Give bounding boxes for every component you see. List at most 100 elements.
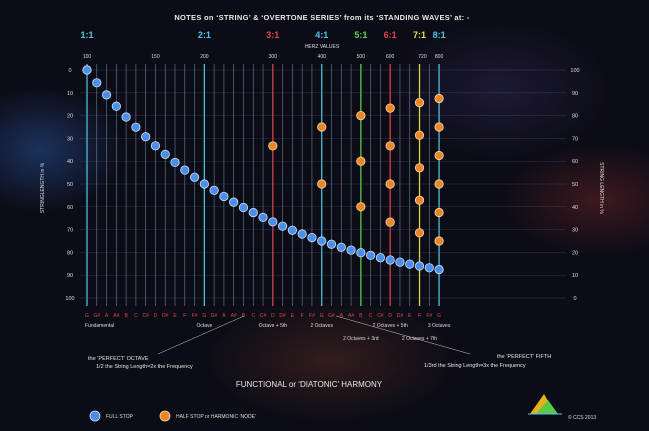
legend: FULL STOP HALF STOP or HARMONIC ‘NODE’	[89, 410, 256, 422]
full-stop-point	[395, 257, 405, 267]
half-stop-node	[434, 179, 444, 189]
y-tick-left: 90	[67, 273, 73, 279]
interval-label: 2 Octaves + 7th	[402, 336, 437, 342]
half-stop-node	[268, 141, 278, 151]
half-stop-node	[434, 207, 444, 218]
note-label: G#	[328, 313, 335, 319]
note-label: D	[388, 313, 392, 319]
hz-tick-label: 500	[357, 54, 366, 60]
full-stop-point	[101, 90, 112, 100]
y-tick-left: 30	[67, 136, 73, 142]
full-stop-point	[287, 225, 297, 235]
note-label: C	[134, 313, 138, 319]
full-stop-point	[336, 242, 346, 252]
y-tick-left: 10	[67, 91, 73, 97]
full-stop-point	[346, 245, 356, 255]
full-stop-point	[268, 217, 278, 227]
half-stop-node	[414, 98, 425, 108]
note-label: D#	[162, 313, 169, 319]
note-label: G	[437, 313, 441, 319]
full-stop-point	[405, 259, 415, 269]
note-label: F	[418, 313, 421, 319]
logo-icon	[528, 394, 562, 415]
note-label: D#	[397, 313, 404, 319]
ratio-label: 3:1	[266, 30, 279, 40]
interval-label: Octave	[196, 323, 212, 329]
y-tick-right: 40	[572, 205, 578, 211]
hz-tick-label: 600	[386, 54, 395, 60]
note-label: E	[291, 313, 295, 319]
full-stop-point	[160, 149, 170, 159]
note-label: C#	[377, 313, 384, 319]
note-label: G#	[93, 313, 100, 319]
note-label: G#	[211, 313, 218, 319]
y-axis-label-right: STRING LENGTH in %	[598, 162, 604, 214]
note-label: B	[124, 313, 128, 319]
y-tick-right: 90	[572, 91, 578, 97]
footer-title: FUNCTIONAL or ‘DIATONIC’ HARMONY	[236, 380, 383, 389]
note-label: C	[251, 313, 255, 319]
full-stop-point	[317, 236, 327, 246]
y-tick-left: 100	[65, 296, 74, 302]
half-stop-node	[414, 130, 425, 140]
full-stop-point	[209, 185, 219, 195]
full-stop-point	[111, 101, 121, 111]
y-tick-right: 100	[570, 68, 579, 74]
half-stop-node	[385, 141, 395, 151]
y-tick-left: 40	[67, 159, 73, 165]
full-stop-point	[121, 112, 131, 122]
note-label: A	[222, 313, 226, 319]
full-stop-point	[219, 191, 229, 202]
full-stop-point	[248, 207, 258, 218]
full-stop-point	[414, 261, 425, 271]
full-stop-point	[307, 233, 317, 243]
half-stop-node	[317, 122, 327, 132]
note-label: F	[183, 313, 186, 319]
hz-tick-label: 150	[151, 54, 160, 60]
ratio-label: 7:1	[413, 30, 426, 40]
half-stop-node	[414, 228, 425, 238]
half-stop-node	[356, 111, 366, 121]
full-stop-point	[366, 250, 376, 260]
interval-label: 2 Octaves	[310, 323, 333, 329]
note-label: G	[85, 313, 89, 319]
y-tick-right: 20	[572, 250, 578, 256]
y-tick-left: 0	[68, 68, 71, 74]
y-tick-right: 60	[572, 159, 578, 165]
y-tick-right: 0	[573, 296, 576, 302]
hz-tick-label: 100	[83, 54, 92, 60]
note-label: G	[320, 313, 324, 319]
y-tick-right: 50	[572, 182, 578, 188]
note-label: F#	[192, 313, 198, 319]
full-stop-point	[238, 202, 249, 213]
full-stop-point	[92, 78, 102, 88]
full-stop-point	[150, 141, 161, 151]
note-label: F#	[426, 313, 432, 319]
interval-label: Octave + 5th	[259, 323, 288, 329]
y-axis-label-left: STRINGLENGTH in %	[40, 162, 46, 213]
full-stop-point	[170, 157, 180, 168]
full-stop-point	[180, 165, 190, 175]
y-tick-right: 80	[572, 114, 578, 120]
half-stop-node	[434, 122, 444, 132]
octave-pointer-line	[157, 315, 245, 355]
full-stop-point	[82, 65, 92, 75]
note-label: G	[202, 313, 206, 319]
y-tick-right: 10	[572, 273, 578, 279]
half-stop-node	[434, 150, 444, 161]
half-stop-node	[385, 217, 395, 227]
y-tick-left: 70	[67, 228, 73, 234]
note-label: C#	[260, 313, 267, 319]
chart-title: NOTES on ‘STRING’ & ‘OVERTONE SERIES’ fr…	[174, 13, 470, 22]
octave-annotation-line2: 1/2 the String Length=2x the Frequency	[96, 364, 193, 370]
note-label: C	[369, 313, 373, 319]
y-tick-right: 70	[572, 136, 578, 142]
interval-label: 2 Octaves + 3rd	[343, 336, 379, 342]
interval-label: Fundamental	[85, 323, 114, 329]
half-stop-node	[385, 179, 395, 189]
full-stop-point	[375, 253, 385, 263]
half-stop-node	[414, 195, 425, 205]
half-stop-node	[317, 179, 327, 189]
interval-label: 3 Octaves	[428, 323, 451, 329]
